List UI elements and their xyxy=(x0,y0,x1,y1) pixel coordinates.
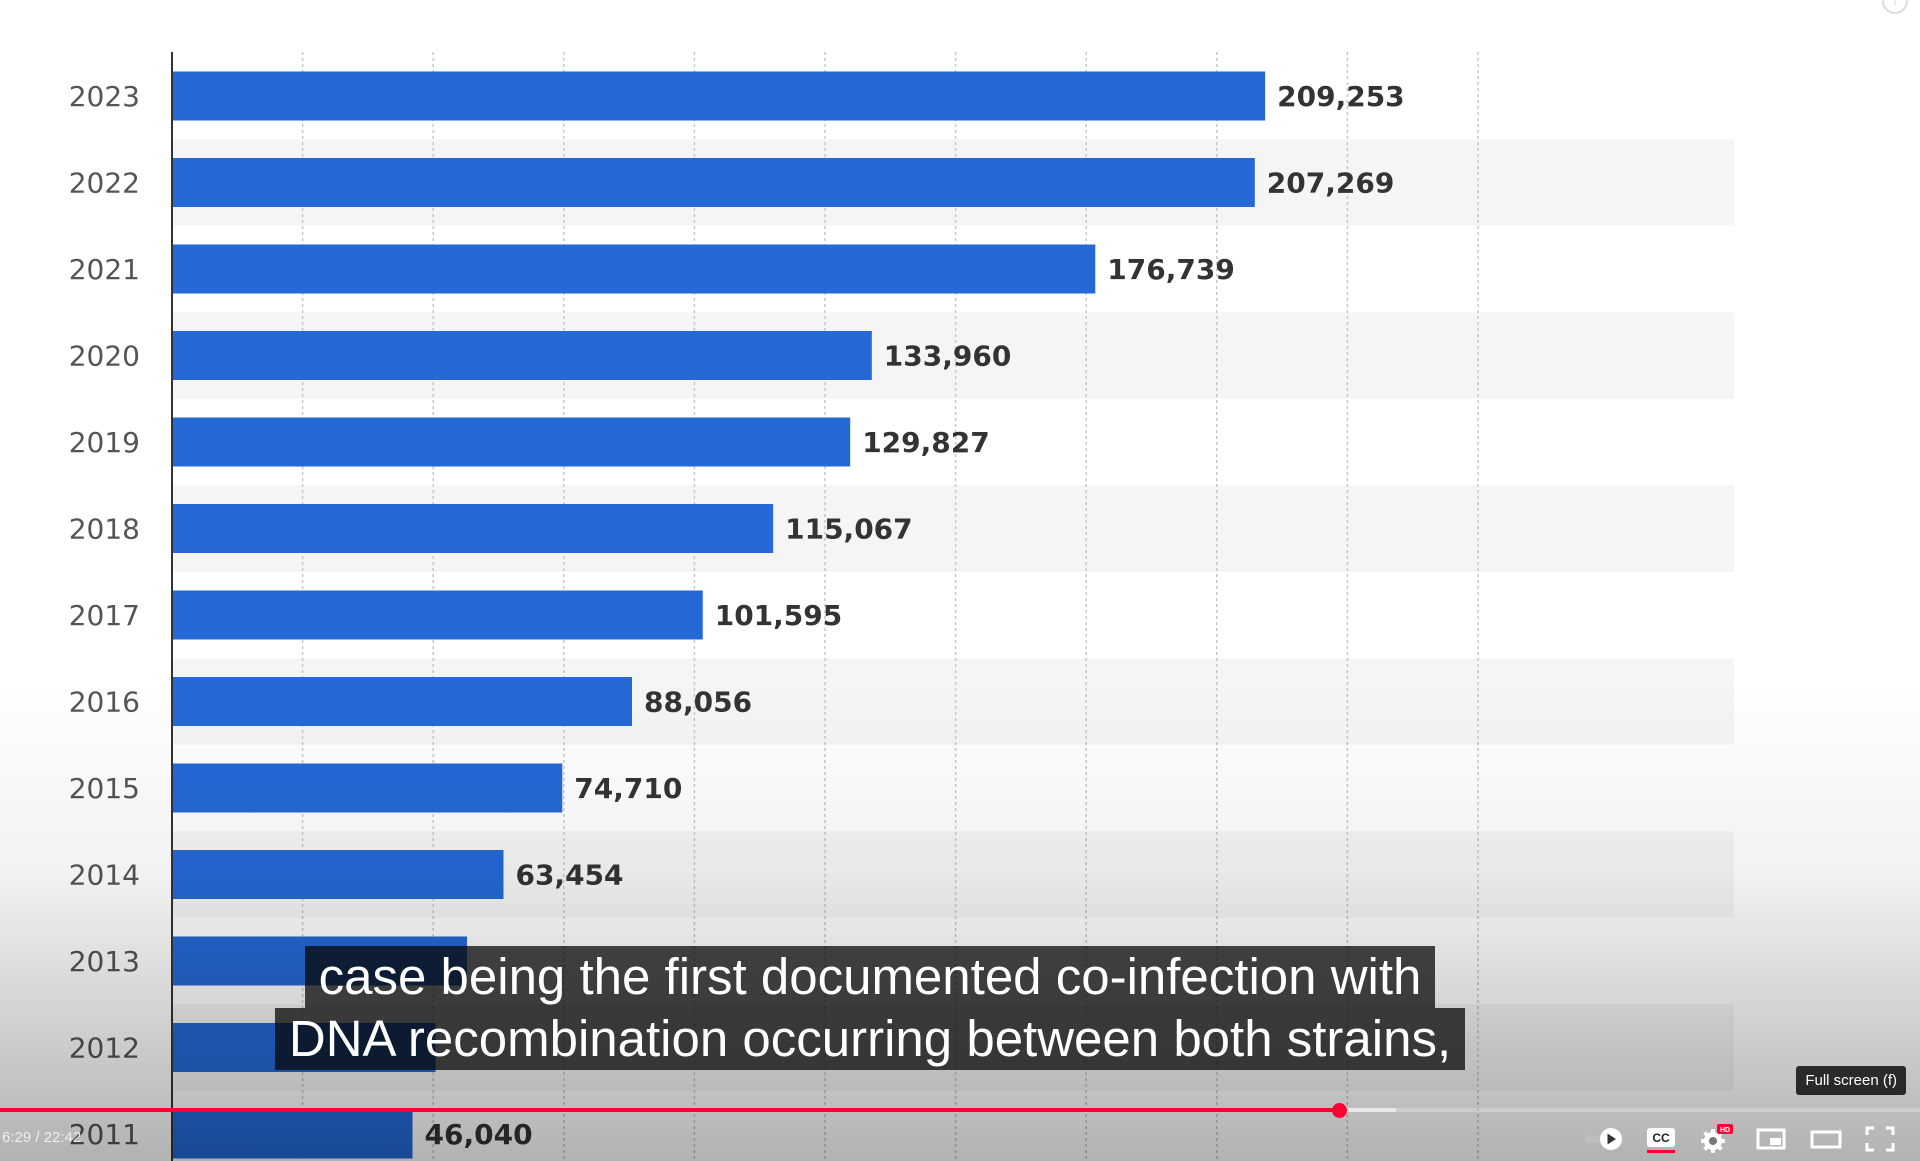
bar-2019 xyxy=(172,417,851,467)
bar-2015 xyxy=(172,763,563,813)
data-label: 74,710 xyxy=(574,772,682,805)
y-tick-label: 2011 xyxy=(69,1118,140,1151)
y-tick-label: 2023 xyxy=(69,80,140,113)
y-tick-label: 2014 xyxy=(69,859,140,892)
time-current: 6:29 xyxy=(2,1129,32,1146)
data-label: 133,960 xyxy=(884,340,1012,373)
hd-badge: HD xyxy=(1720,1127,1730,1134)
fullscreen-icon xyxy=(1865,1126,1895,1152)
data-label: 88,056 xyxy=(644,686,752,719)
bar-2020 xyxy=(172,331,872,380)
data-label: 63,454 xyxy=(515,859,623,892)
y-tick-label: 2017 xyxy=(69,599,140,632)
fullscreen-tooltip: Full screen (f) xyxy=(1796,1066,1906,1095)
time-separator: / xyxy=(31,1129,44,1146)
y-tick-labels: 2023 2022 2021 2020 2019 2018 2017 2016 2015 2014… xyxy=(69,80,140,1151)
miniplayer-button[interactable] xyxy=(1755,1126,1787,1152)
caption-line-2: DNA recombination occurring between both… xyxy=(274,1008,1466,1070)
data-label: 176,739 xyxy=(1107,253,1235,286)
data-labels: 209,253 207,269 176,739 133,960 129,827 115,0… xyxy=(425,80,1405,1151)
data-label: 101,595 xyxy=(715,599,843,632)
y-tick-label: 2012 xyxy=(69,1032,140,1065)
caption-line-1: case being the first documented co-infec… xyxy=(304,946,1436,1008)
bar-2016 xyxy=(172,677,633,726)
y-tick-label: 2021 xyxy=(69,253,140,286)
bar-2017 xyxy=(172,590,703,640)
autoplay-toggle[interactable] xyxy=(1583,1126,1625,1152)
cc-label: CC xyxy=(1652,1131,1670,1145)
miniplayer-icon xyxy=(1756,1128,1786,1150)
settings-button[interactable]: HD xyxy=(1697,1124,1733,1153)
y-tick-label: 2020 xyxy=(69,340,140,373)
progress-bar[interactable] xyxy=(0,1108,1920,1112)
bar-2011 xyxy=(172,1109,413,1159)
data-label: 207,269 xyxy=(1267,167,1395,200)
progress-scrubber[interactable] xyxy=(1332,1103,1348,1118)
bar-2014 xyxy=(172,850,504,899)
bar-2018 xyxy=(172,504,774,553)
autoplay-toggle-icon xyxy=(1585,1128,1622,1150)
progress-played xyxy=(0,1108,1340,1112)
theater-mode-button[interactable] xyxy=(1809,1126,1843,1152)
y-tick-label: 2013 xyxy=(69,945,140,978)
fullscreen-button[interactable] xyxy=(1864,1126,1896,1152)
theater-icon xyxy=(1810,1130,1842,1149)
data-label: 46,040 xyxy=(425,1118,533,1151)
y-tick-label: 2016 xyxy=(69,686,140,719)
bar-2023 xyxy=(172,71,1266,121)
bar-2022 xyxy=(172,158,1255,207)
y-tick-label: 2022 xyxy=(69,167,140,200)
caption-window: case being the first documented co-infec… xyxy=(0,946,1740,1070)
data-label: 115,067 xyxy=(785,513,913,546)
data-label: 129,827 xyxy=(862,426,990,459)
subtitles-button[interactable]: CC xyxy=(1645,1126,1677,1153)
bar-2021 xyxy=(172,244,1096,294)
y-tick-label: 2019 xyxy=(69,426,140,459)
gear-icon: HD xyxy=(1701,1124,1733,1153)
time-display: 6:29 / 22:42 xyxy=(2,1129,81,1146)
time-total: 22:42 xyxy=(43,1129,82,1146)
y-tick-label: 2015 xyxy=(69,772,140,805)
data-label: 209,253 xyxy=(1277,80,1405,113)
y-tick-label: 2018 xyxy=(69,513,140,546)
cc-icon: CC xyxy=(1647,1128,1675,1153)
